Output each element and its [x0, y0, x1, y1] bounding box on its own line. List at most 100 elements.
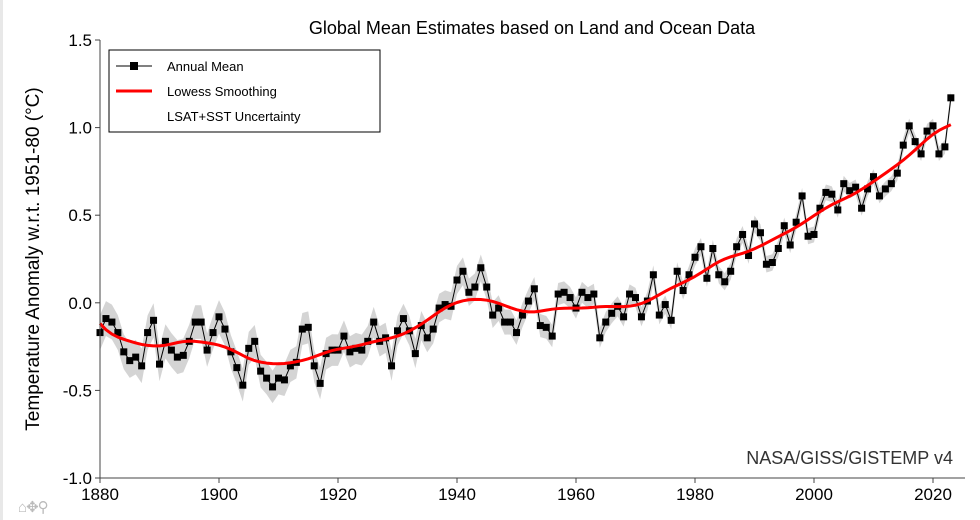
annual-mean-point	[507, 318, 515, 326]
x-tick-label: 1980	[676, 485, 714, 504]
annual-mean-point	[298, 325, 306, 333]
annual-mean-point	[536, 322, 544, 330]
annual-mean-point	[733, 243, 741, 251]
annual-mean-point	[161, 337, 169, 345]
annual-mean-point	[804, 232, 812, 240]
annual-mean-point	[703, 274, 711, 282]
legend-box	[108, 49, 381, 133]
annual-mean-point	[370, 318, 378, 326]
annual-mean-point	[935, 150, 943, 158]
annual-mean-point	[798, 192, 806, 200]
x-tick-label: 1880	[81, 485, 119, 504]
annual-mean-point	[269, 383, 277, 391]
y-tick-label: -0.5	[63, 381, 92, 400]
annual-mean-point	[429, 325, 437, 333]
annual-mean-point	[620, 313, 628, 321]
annual-mean-point	[947, 94, 955, 102]
annual-mean-point	[126, 357, 134, 365]
annual-mean-point	[441, 301, 449, 309]
annual-mean-point	[465, 288, 473, 296]
annual-mean-point	[810, 230, 818, 238]
annual-mean-point	[649, 271, 657, 279]
annual-mean-point	[108, 318, 116, 326]
x-tick-label: 1900	[200, 485, 238, 504]
annual-mean-point	[727, 267, 735, 275]
annual-mean-point	[477, 264, 485, 272]
annual-mean-point	[590, 290, 598, 298]
annual-mean-point	[251, 337, 259, 345]
y-tick-label: 0.0	[68, 294, 92, 313]
x-tick-label: 2000	[795, 485, 833, 504]
annual-mean-point	[560, 288, 568, 296]
annual-mean-point	[495, 304, 503, 312]
annual-mean-point	[483, 283, 491, 291]
annual-mean-point	[203, 346, 211, 354]
lowess-line	[98, 123, 952, 366]
annual-mean-point	[721, 278, 729, 286]
annual-mean-point	[626, 290, 634, 298]
annual-mean-point	[275, 374, 282, 382]
zoom-icon[interactable]: ⚲	[37, 499, 49, 516]
annual-mean-point	[102, 315, 110, 323]
annual-mean-point	[150, 316, 158, 324]
x-tick-label: 2020	[914, 485, 952, 504]
annual-mean-point	[263, 374, 271, 382]
annual-mean-point	[786, 241, 794, 249]
legend-annual-marker	[130, 62, 138, 70]
annual-mean-point	[501, 318, 509, 326]
legend-uncertainty-label: LSAT+SST Uncertainty	[167, 109, 301, 124]
annual-mean-point	[780, 222, 788, 230]
home-icon[interactable]: ⌂	[18, 499, 27, 516]
annual-mean-point	[167, 346, 175, 354]
y-tick-label: 1.5	[68, 31, 92, 50]
annual-mean-point	[774, 244, 782, 252]
y-tick-label: 0.5	[68, 206, 92, 225]
annual-mean-point	[852, 183, 860, 191]
annual-mean-point	[822, 188, 830, 196]
annual-mean-point	[840, 180, 848, 188]
annual-mean-point	[899, 141, 907, 149]
annual-mean-point	[816, 204, 824, 212]
annual-mean-point	[685, 271, 693, 279]
annual-mean-point	[554, 290, 562, 298]
annual-mean-point	[608, 309, 616, 317]
annual-mean-point	[346, 348, 354, 356]
annual-mean-point	[114, 329, 122, 337]
legend: Annual Mean Lowess Smoothing LSAT+SST Un…	[108, 49, 381, 133]
annual-mean-point	[923, 127, 931, 135]
annual-mean-point	[156, 360, 163, 368]
annual-mean-point	[858, 204, 866, 212]
annual-mean-point	[471, 283, 479, 291]
annual-mean-point	[751, 220, 758, 228]
annual-mean-point	[709, 244, 717, 252]
annual-mean-point	[637, 313, 645, 321]
legend-annual-label: Annual Mean	[167, 59, 244, 74]
annual-mean-point	[245, 344, 253, 352]
annual-mean-point	[566, 294, 574, 302]
annual-mean-point	[453, 276, 461, 284]
annual-mean-point	[518, 311, 526, 319]
y-tick-label: -1.0	[63, 469, 92, 488]
pan-icon[interactable]: ✥	[26, 499, 39, 516]
annual-mean-point	[191, 318, 199, 326]
window-edge	[0, 0, 3, 520]
annual-mean-point	[364, 337, 372, 345]
annual-mean-point	[673, 267, 681, 275]
legend-lowess-label: Lowess Smoothing	[167, 84, 277, 99]
annual-mean-point	[697, 243, 705, 251]
annual-mean-point	[352, 344, 360, 352]
annual-mean-point	[887, 180, 895, 188]
x-tick-label: 1920	[319, 485, 357, 504]
annual-mean-point	[602, 318, 610, 326]
annual-mean-point	[881, 185, 889, 193]
annual-mean-point	[542, 323, 550, 331]
annual-mean-point	[941, 143, 949, 151]
annual-mean-point	[584, 294, 592, 302]
annual-mean-point	[316, 379, 324, 387]
annual-mean-point	[459, 267, 467, 275]
annual-mean-point	[655, 311, 663, 319]
chart-title: Global Mean Estimates based on Land and …	[309, 18, 756, 38]
annual-mean-point	[388, 362, 396, 370]
annual-mean-point	[215, 313, 223, 321]
annual-mean-point	[197, 318, 205, 326]
